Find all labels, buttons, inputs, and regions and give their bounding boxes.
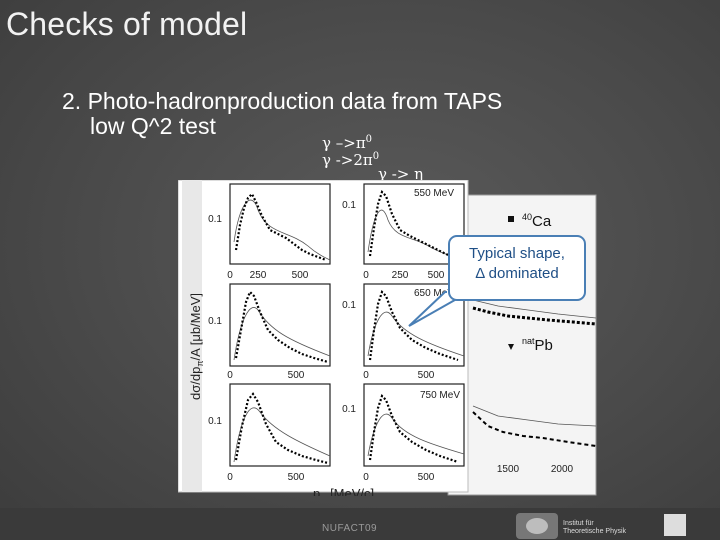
footer-conference-label: NUFACT09 [322,523,378,534]
reaction-label-2pi0: γ ->2π0 [322,151,380,169]
right-x-tick-1: 2000 [551,464,574,475]
callout-line-2: Δ dominated [475,265,559,282]
bullet-text-line1: 2. Photo-hadronproduction data from TAPS [62,88,503,114]
institute-logo-emblem [526,518,548,534]
mid2-energy-label: 650 MeV [414,288,454,299]
left2-x-tick-1: 500 [288,370,305,381]
bullet-text-line2: low Q^2 test [90,113,216,139]
mid3-energy-label: 750 MeV [420,390,460,401]
logo-text-line-1: Institut für [563,520,594,527]
mid1-energy-label: 550 MeV [414,188,454,199]
left2-y-tick: 0.1 [208,316,222,327]
mid1-x-tick-2: 500 [428,270,445,281]
pb-model [472,405,597,427]
mid3-x-tick-1: 500 [418,472,435,483]
footer-bar [0,508,720,540]
left1-y-tick: 0.1 [208,214,222,225]
left1-x-tick-0: 0 [227,270,233,281]
y-axis-label: dσ/dpπ/A [μb/MeV] [188,293,205,400]
reaction-label-pi0: γ –>π0 [322,134,373,152]
ca-model [472,299,597,319]
mid2-y-tick: 0.1 [342,300,356,311]
left-panel-2: 0.1 0 500 [208,283,331,381]
right-panel-content: 40Ca natPb 1500 2000 [472,212,597,475]
ca-label: 40Ca [522,212,552,230]
pb-marker [508,344,514,350]
ylabel-strip [182,180,202,492]
logo-text-line-2: Theoretische Physik [563,528,627,535]
mid2-x-tick-1: 500 [418,370,435,381]
right-x-tick-0: 1500 [497,464,520,475]
ca-marker [508,216,514,222]
mid3-y-tick: 0.1 [342,404,356,415]
left-panel-1: 0.1 0 250 500 [208,183,331,281]
pb-label: natPb [522,336,553,354]
mid-panel-2: 650 MeV 0.1 0 500 [342,283,465,381]
left-panel-3: 0.1 0 500 [208,383,331,483]
x-axis-label: pπ [MeV/c] [313,486,374,496]
institute-logo-text: Institut für Theoretische Physik [563,520,626,536]
left1-x-tick-1: 250 [250,270,267,281]
main-panel-background [178,180,469,493]
slide-title: Checks of model [6,6,248,42]
university-logo [664,514,686,536]
callout-box [448,235,586,301]
reaction-label-eta: γ -> η [378,165,424,183]
mid-panel-3: 750 MeV 0.1 0 500 [342,383,465,483]
mid1-x-tick-0: 0 [363,270,369,281]
left3-x-tick-1: 500 [288,472,305,483]
left1-x-tick-2: 500 [292,270,309,281]
left2-x-tick-0: 0 [227,370,233,381]
ca-data [472,306,597,326]
mid1-y-tick: 0.1 [342,200,356,211]
mid3-x-tick-0: 0 [363,472,369,483]
callout-line-1: Typical shape, [469,245,565,262]
mid2-x-tick-0: 0 [363,370,369,381]
mid-panel-1: 550 MeV 0.1 0 250 500 [342,183,465,281]
left3-x-tick-0: 0 [227,472,233,483]
callout-text: Typical shape, Δ dominated [448,244,586,284]
mid1-x-tick-1: 250 [392,270,409,281]
left3-y-tick: 0.1 [208,416,222,427]
taps-data-figure: dσ/dpπ/A [μb/MeV] 0.1 0 250 500 0.1 0 50… [178,180,597,496]
pb-data [472,411,597,447]
